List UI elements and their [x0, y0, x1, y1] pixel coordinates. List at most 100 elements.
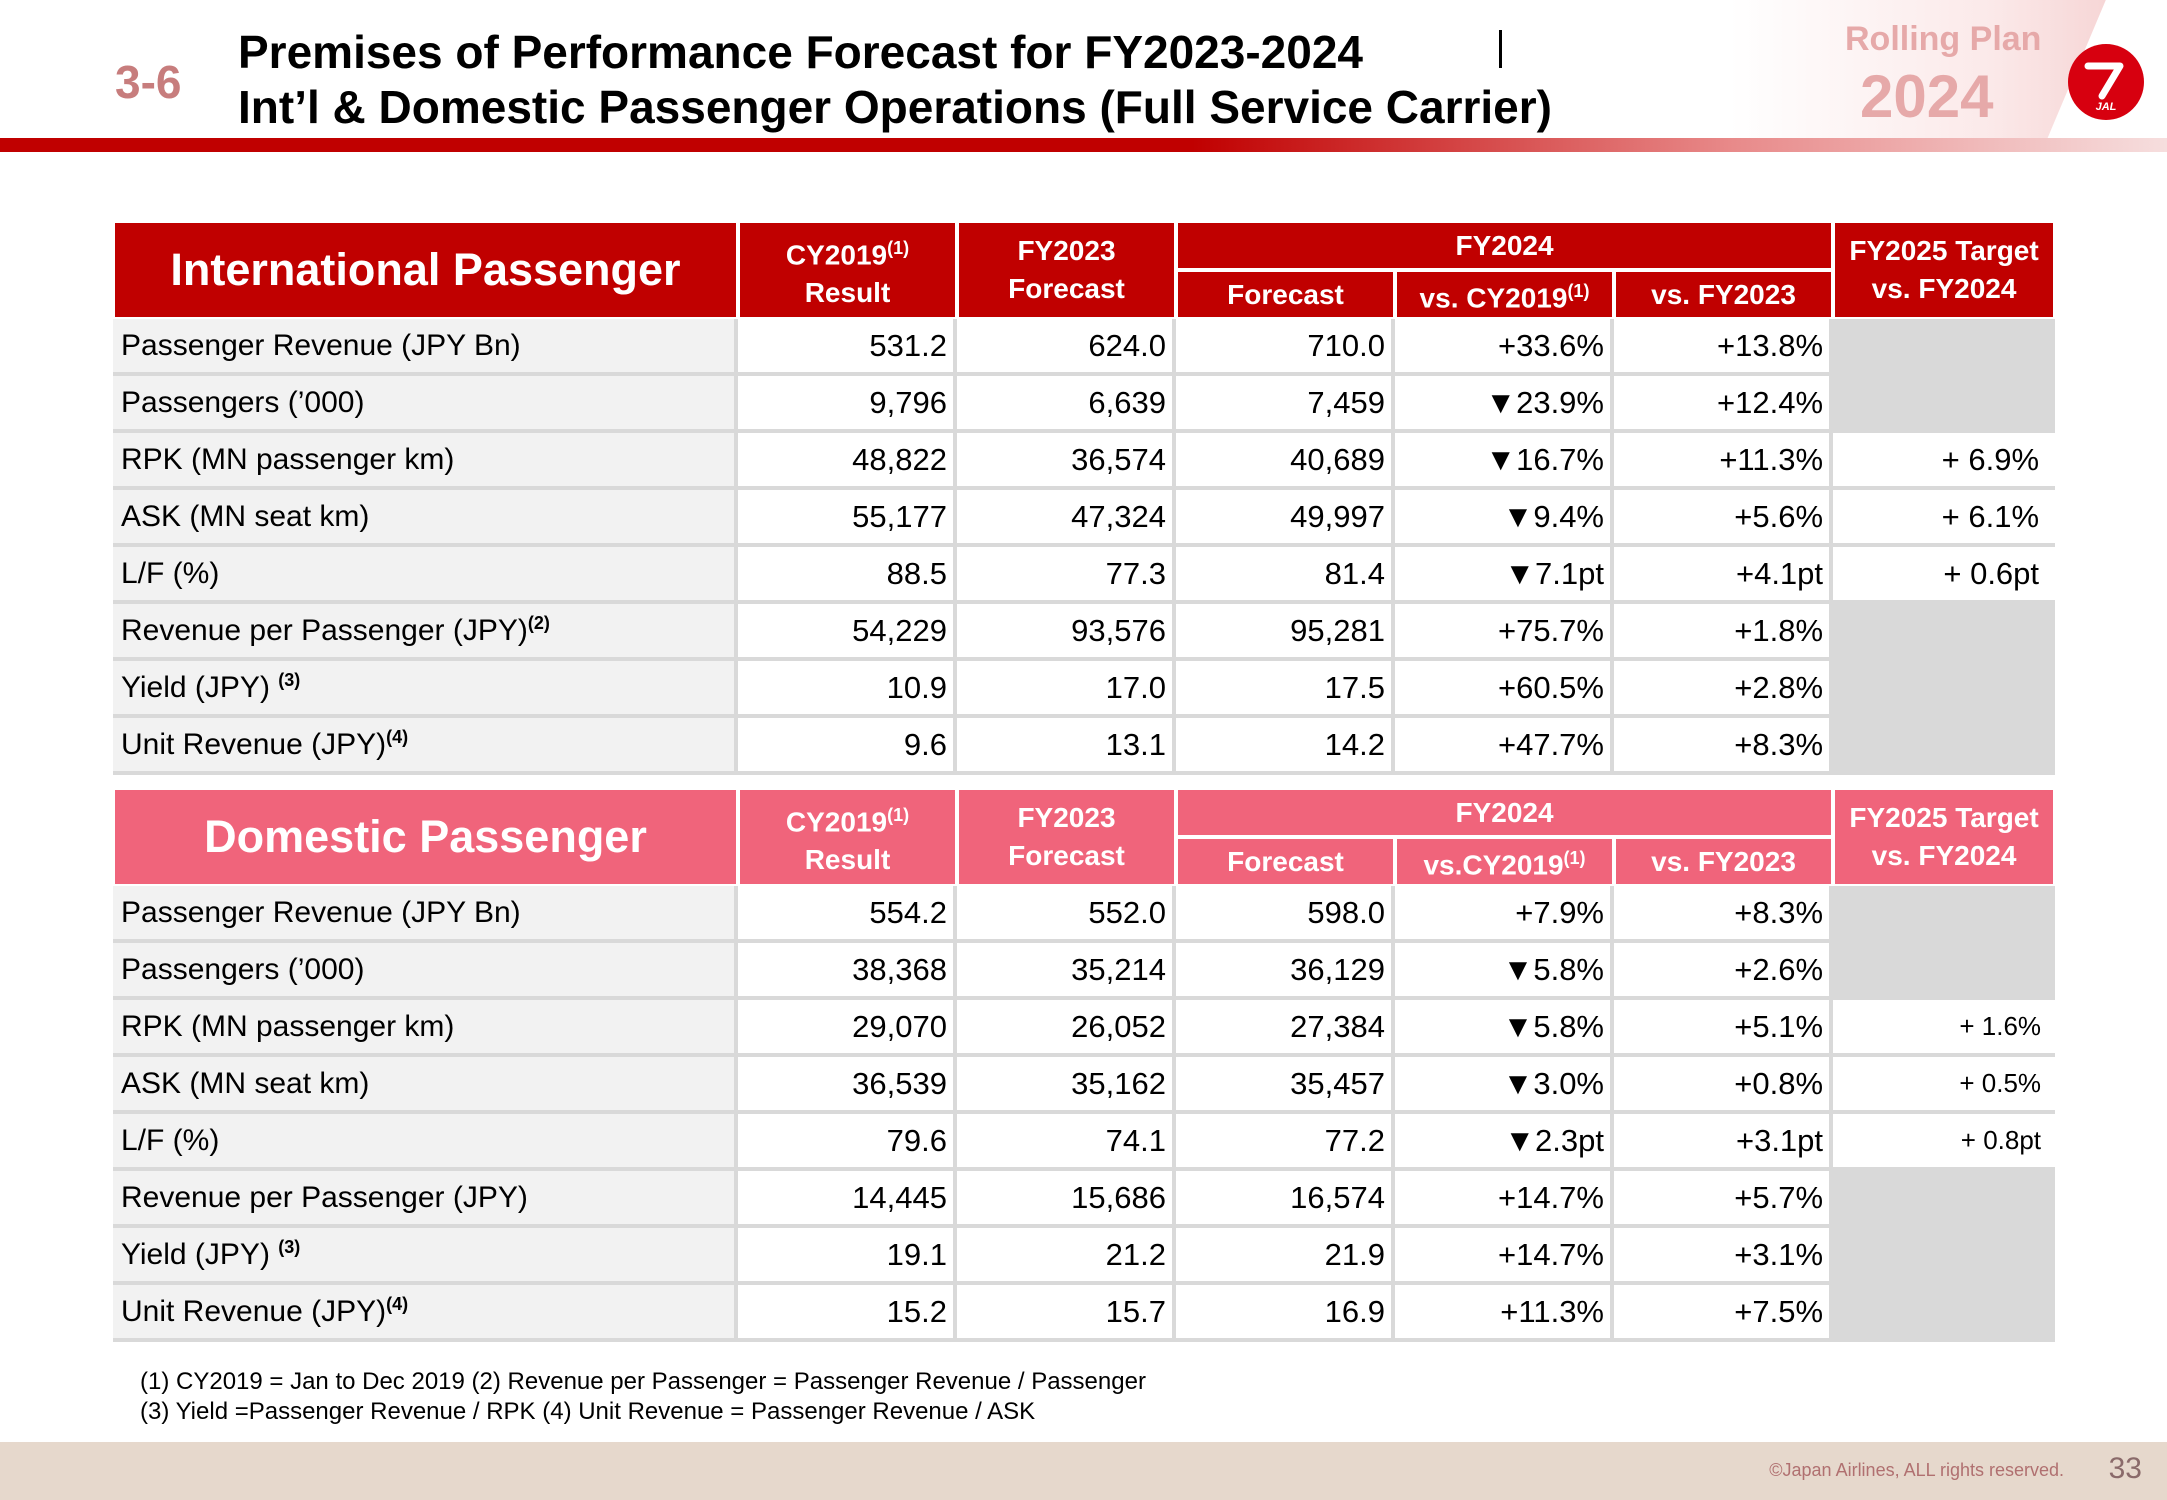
cell-fy2024: 710.0	[1176, 319, 1395, 377]
cell-fy2025-target: + 0.5%	[1833, 1057, 2056, 1115]
cell-vs-cy2019: +7.9%	[1395, 886, 1614, 944]
cell-fy2024: 27,384	[1176, 1000, 1395, 1058]
cell-fy2025-target	[1833, 604, 2056, 662]
col-header-vs-fy2023: vs. FY2023	[1614, 270, 1834, 320]
row-label: Passengers (’000)	[113, 376, 738, 434]
row-label: ASK (MN seat km)	[113, 1057, 738, 1115]
cell-vs-cy2019: +14.7%	[1395, 1228, 1614, 1286]
cell-cy2019: 55,177	[738, 490, 957, 548]
table-row: Passengers (’000) 9,796 6,639 7,459 ▼23.9% +1…	[113, 376, 2056, 434]
cell-cy2019: 38,368	[738, 943, 957, 1001]
cell-vs-cy2019: ▼3.0%	[1395, 1057, 1614, 1115]
domestic-passenger-table: Domestic Passenger CY2019(1) Result FY202…	[113, 788, 2056, 1343]
cell-cy2019: 15.2	[738, 1285, 957, 1343]
row-label-text: Passenger Revenue (JPY Bn)	[121, 328, 521, 362]
table-row: ASK (MN seat km) 55,177 47,324 49,997 ▼9.4% +…	[113, 490, 2056, 548]
title-separator	[1499, 30, 1502, 68]
international-passenger-table: International Passenger CY2019(1) Result …	[113, 221, 2056, 776]
row-label: Yield (JPY) (3)	[113, 1228, 738, 1286]
row-label: Yield (JPY) (3)	[113, 661, 738, 719]
table-row: L/F (%) 79.6 74.1 77.2 ▼2.3pt +3.1pt + 0.8pt	[113, 1114, 2056, 1172]
table-row: Revenue per Passenger (JPY)(2) 54,229 93,5…	[113, 604, 2056, 662]
row-label-text: Passengers (’000)	[121, 952, 365, 986]
cell-fy2025-target	[1833, 943, 2056, 1001]
page-title-line1: Premises of Performance Forecast for FY2…	[238, 26, 1363, 78]
cell-fy2024: 7,459	[1176, 376, 1395, 434]
footnote-marker: (3)	[278, 670, 301, 691]
cell-fy2023: 47,324	[957, 490, 1176, 548]
cell-fy2024: 77.2	[1176, 1114, 1395, 1172]
row-label: Passenger Revenue (JPY Bn)	[113, 319, 738, 377]
row-label-text: L/F (%)	[121, 556, 220, 590]
footnote-marker: (2)	[527, 613, 550, 634]
col-header-vs-cy2019: vs. CY2019(1)	[1395, 270, 1614, 320]
cell-cy2019: 79.6	[738, 1114, 957, 1172]
cell-cy2019: 9,796	[738, 376, 957, 434]
logo-text: JAL	[2096, 101, 2117, 113]
cell-fy2024: 16.9	[1176, 1285, 1395, 1343]
copyright-text: ©Japan Airlines, ALL rights reserved.	[1769, 1460, 2064, 1480]
cell-vs-cy2019: ▼5.8%	[1395, 1000, 1614, 1058]
cell-fy2025-target	[1833, 376, 2056, 434]
cell-vs-cy2019: ▼23.9%	[1395, 376, 1614, 434]
cell-fy2023: 26,052	[957, 1000, 1176, 1058]
cell-cy2019: 48,822	[738, 433, 957, 491]
table-row: L/F (%) 88.5 77.3 81.4 ▼7.1pt +4.1pt + 0.6pt	[113, 547, 2056, 605]
cell-fy2024: 40,689	[1176, 433, 1395, 491]
cell-fy2023: 35,214	[957, 943, 1176, 1001]
cell-vs-cy2019: ▼7.1pt	[1395, 547, 1614, 605]
col-header-fy2025-target: FY2025 Target vs. FY2024	[1833, 788, 2056, 887]
row-label-text: Unit Revenue (JPY)	[121, 728, 387, 762]
cell-cy2019: 10.9	[738, 661, 957, 719]
cell-fy2025-target: + 6.1%	[1833, 490, 2056, 548]
col-header-cy2019: CY2019(1) Result	[738, 221, 957, 320]
cell-fy2025-target: + 0.6pt	[1833, 547, 2056, 605]
row-label-text: RPK (MN passenger km)	[121, 1009, 455, 1043]
jal-logo-icon: JAL	[2068, 44, 2144, 120]
col-header-fy2025-target: FY2025 Target vs. FY2024	[1833, 221, 2056, 320]
cell-vs-fy2023: +8.3%	[1614, 886, 1834, 944]
col-header-fy2024-forecast: Forecast	[1176, 270, 1395, 320]
table-row: Passenger Revenue (JPY Bn) 554.2 552.0 598.…	[113, 886, 2056, 944]
cell-vs-cy2019: +60.5%	[1395, 661, 1614, 719]
cell-fy2025-target	[1833, 1228, 2056, 1286]
cell-vs-cy2019: ▼9.4%	[1395, 490, 1614, 548]
cell-cy2019: 19.1	[738, 1228, 957, 1286]
cell-vs-fy2023: +4.1pt	[1614, 547, 1834, 605]
cell-cy2019: 29,070	[738, 1000, 957, 1058]
cell-vs-cy2019: ▼16.7%	[1395, 433, 1614, 491]
cell-fy2023: 17.0	[957, 661, 1176, 719]
cell-vs-fy2023: +0.8%	[1614, 1057, 1834, 1115]
cell-fy2024: 21.9	[1176, 1228, 1395, 1286]
cell-vs-fy2023: +8.3%	[1614, 718, 1834, 776]
cell-fy2025-target	[1833, 1285, 2056, 1343]
footnote-line1: (1) CY2019 = Jan to Dec 2019 (2) Revenue…	[140, 1368, 1146, 1395]
cell-cy2019: 554.2	[738, 886, 957, 944]
footer-bar	[0, 1442, 2167, 1500]
cell-vs-fy2023: +13.8%	[1614, 319, 1834, 377]
col-header-fy2024-forecast: Forecast	[1176, 837, 1395, 887]
footnote-marker: (4)	[386, 727, 409, 748]
cell-fy2025-target: + 1.6%	[1833, 1000, 2056, 1058]
row-label-text: Passenger Revenue (JPY Bn)	[121, 895, 521, 929]
cell-fy2024: 14.2	[1176, 718, 1395, 776]
table-row: Unit Revenue (JPY)(4) 9.6 13.1 14.2 +47.7% +8…	[113, 718, 2056, 776]
cell-fy2024: 17.5	[1176, 661, 1395, 719]
cell-cy2019: 531.2	[738, 319, 957, 377]
table-row: Revenue per Passenger (JPY) 14,445 15,686 1…	[113, 1171, 2056, 1229]
cell-vs-fy2023: +7.5%	[1614, 1285, 1834, 1343]
col-header-vs-cy2019: vs.CY2019(1)	[1395, 837, 1614, 887]
section-number: 3-6	[115, 56, 182, 108]
row-label: Revenue per Passenger (JPY)(2)	[113, 604, 738, 662]
international-section-title: International Passenger	[113, 221, 738, 320]
cell-fy2025-target	[1833, 718, 2056, 776]
row-label: L/F (%)	[113, 1114, 738, 1172]
cell-fy2024: 36,129	[1176, 943, 1395, 1001]
row-label: RPK (MN passenger km)	[113, 1000, 738, 1058]
col-header-fy2023: FY2023 Forecast	[957, 221, 1176, 320]
col-header-cy2019: CY2019(1) Result	[738, 788, 957, 887]
table-row: Passenger Revenue (JPY Bn) 531.2 624.0 710.…	[113, 319, 2056, 377]
cell-vs-cy2019: ▼5.8%	[1395, 943, 1614, 1001]
cell-fy2023: 6,639	[957, 376, 1176, 434]
page-title-line2: Int’l & Domestic Passenger Operations (F…	[238, 81, 1552, 133]
